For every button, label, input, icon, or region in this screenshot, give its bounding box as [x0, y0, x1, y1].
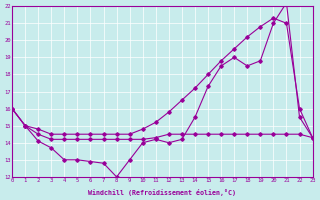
X-axis label: Windchill (Refroidissement éolien,°C): Windchill (Refroidissement éolien,°C) [88, 189, 236, 196]
